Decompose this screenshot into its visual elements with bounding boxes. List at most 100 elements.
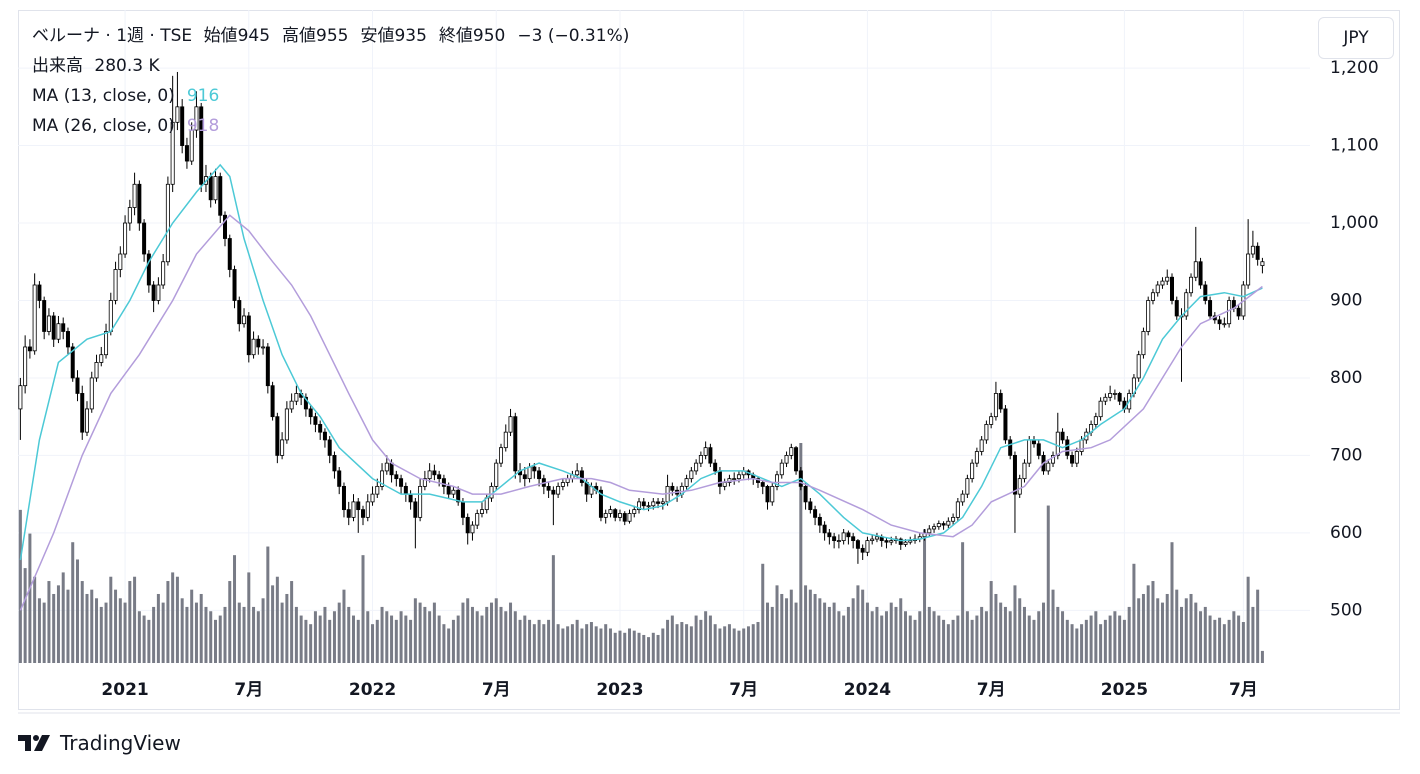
candle-body [870, 538, 875, 542]
candle-body [494, 462, 499, 487]
open-value: 945 [237, 26, 271, 46]
volume-bar [56, 585, 60, 663]
candle-body [846, 532, 851, 538]
candle-body [508, 416, 513, 433]
volume-bar [294, 606, 298, 663]
ma-legend: MA (26, close, 0) 918 [32, 111, 225, 141]
volume-bar [1042, 602, 1046, 663]
volume-bar [61, 572, 65, 663]
volume-bar [599, 628, 603, 663]
volume-bar [1132, 563, 1136, 663]
candle-body [803, 485, 808, 503]
brand-name: TradingView [60, 731, 181, 755]
candle-body [23, 346, 28, 387]
candle-body [289, 400, 294, 410]
candle-body [375, 485, 380, 495]
volume-bar [613, 632, 617, 663]
volume-bar [932, 611, 936, 663]
volume-bar [385, 611, 389, 663]
volume-bar [337, 602, 341, 663]
candle-body [499, 447, 504, 464]
volume-bar [266, 546, 270, 663]
candle-body [946, 520, 951, 526]
currency-button[interactable]: JPY [1318, 17, 1394, 59]
volume-bar [937, 615, 941, 663]
volume-bar [842, 615, 846, 663]
volume-bar [280, 602, 284, 663]
candle-body [1141, 331, 1146, 356]
candle-body [641, 501, 646, 507]
volume-bar [561, 628, 565, 663]
candle-body [1117, 393, 1122, 402]
volume-bar [461, 602, 465, 663]
volume-bar [713, 624, 717, 663]
candle-body [37, 284, 42, 301]
candle-body [341, 485, 346, 511]
volume-bar [90, 589, 94, 663]
candle-body [208, 176, 213, 201]
volume-bar [1232, 611, 1236, 663]
volume-bar [18, 509, 22, 663]
candle-body [865, 540, 870, 553]
candle-body [646, 505, 651, 508]
candle-body [399, 478, 404, 487]
candle-body [1065, 439, 1070, 456]
candle-body [1189, 276, 1194, 294]
volume-bar [194, 602, 198, 663]
volume-bar [661, 628, 665, 663]
candle-body [1193, 261, 1198, 278]
candle-body [65, 331, 70, 348]
candle-body [560, 482, 565, 487]
change: −3 (−0.31%) [517, 26, 630, 46]
close-field: 終値950 [439, 26, 511, 46]
volume-bar [742, 628, 746, 663]
candle-body [42, 300, 47, 332]
volume-bar [213, 619, 217, 663]
volume-bar [551, 555, 555, 663]
candle-body [237, 300, 242, 325]
candle-body [1022, 462, 1027, 480]
volume-bar [789, 589, 793, 663]
candle-body [708, 447, 713, 464]
candle-body [470, 524, 475, 534]
volume-bar [675, 624, 679, 663]
volume-bar [637, 632, 641, 663]
candle-body [984, 424, 989, 441]
volume-bar [247, 572, 251, 663]
candle-body [556, 485, 561, 495]
volume-bar [923, 529, 927, 663]
candle-body [998, 393, 1003, 410]
x-tick-label: 7月 [234, 680, 263, 700]
candle-body [632, 509, 637, 514]
candle-body [75, 377, 80, 394]
candle-body [227, 238, 232, 270]
volume-bar [1022, 606, 1026, 663]
candle-body [1155, 284, 1160, 294]
candle-body [408, 493, 413, 503]
candle-body [165, 183, 170, 263]
volume-bar [666, 619, 670, 663]
candle-body [598, 489, 603, 518]
y-tick-label: 600 [1330, 523, 1362, 543]
candle-body [365, 501, 370, 518]
volume-bar [47, 581, 51, 663]
candle-body [1112, 393, 1117, 395]
volume-bar [723, 626, 727, 663]
candle-body [889, 540, 894, 543]
volume-bar [175, 576, 179, 663]
candle-body [384, 462, 389, 472]
candle-body [322, 431, 327, 441]
volume-bar [185, 606, 189, 663]
volume-bar [1046, 505, 1050, 663]
volume-bar [670, 615, 674, 663]
volume-bar [180, 598, 184, 663]
volume-bar [75, 559, 79, 663]
volume-bar [880, 615, 884, 663]
volume-bar [775, 585, 779, 663]
candle-body [932, 526, 937, 530]
volume-bar [1122, 619, 1126, 663]
volume-bar [942, 619, 946, 663]
volume-bar [261, 598, 265, 663]
candle-body [142, 222, 147, 255]
volume-bar [532, 624, 536, 663]
